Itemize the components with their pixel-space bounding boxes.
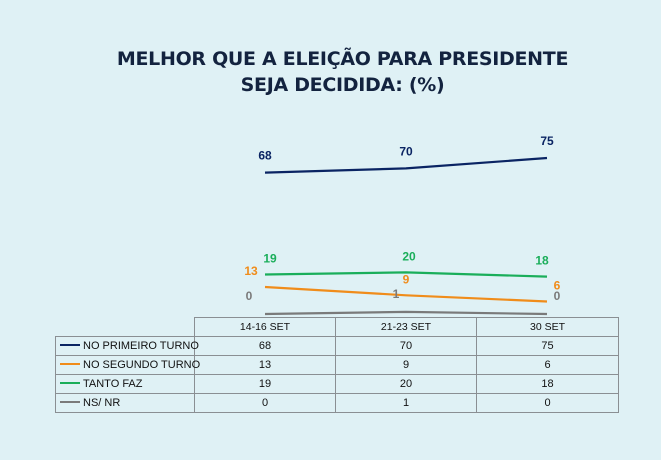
table-header-row: 14-16 SET 21-23 SET 30 SET xyxy=(56,317,619,337)
category-header: 30 SET xyxy=(476,317,619,337)
table-corner xyxy=(56,318,195,337)
legend-key xyxy=(60,401,80,404)
series-line-3 xyxy=(264,271,548,278)
data-label: 0 xyxy=(246,289,253,303)
data-label: 6 xyxy=(554,279,561,293)
series-name-cell: NO SEGUNDO TURNO xyxy=(55,355,200,375)
data-label: 20 xyxy=(402,249,416,263)
table-row: TANTO FAZ 19 20 18 xyxy=(55,374,619,394)
table-cell: 19 xyxy=(194,374,336,394)
data-label: 19 xyxy=(263,251,277,265)
data-label: 70 xyxy=(399,144,413,158)
table-row: NS/ NR 0 1 0 xyxy=(55,393,619,413)
legend-key xyxy=(60,344,80,347)
table-cell: 18 xyxy=(476,374,619,394)
table-cell: 0 xyxy=(476,393,619,413)
series-line-2 xyxy=(264,285,548,303)
series-name: NO SEGUNDO TURNO xyxy=(83,359,201,371)
legend-key xyxy=(60,382,80,385)
series-name-cell: TANTO FAZ xyxy=(55,374,195,394)
table-cell: 68 xyxy=(194,336,336,356)
table-cell: 9 xyxy=(335,355,477,375)
table-row: NO PRIMEIRO TURNO 68 70 75 xyxy=(55,336,619,356)
category-header: 21-23 SET xyxy=(335,317,477,337)
series-line-4 xyxy=(264,310,548,316)
table-cell: 20 xyxy=(335,374,477,394)
series-name-cell: NS/ NR xyxy=(55,393,195,413)
table-cell: 75 xyxy=(476,336,619,356)
chart-title-line-2: SEJA DECIDIDA: (%) xyxy=(240,74,445,96)
table-row: NO SEGUNDO TURNO 13 9 6 xyxy=(55,355,619,375)
series-line-1 xyxy=(264,156,548,174)
series-name: TANTO FAZ xyxy=(83,378,143,390)
data-label: 68 xyxy=(258,149,272,163)
data-label: 75 xyxy=(540,134,554,148)
table-cell: 13 xyxy=(194,355,336,375)
series-name: NO PRIMEIRO TURNO xyxy=(83,340,199,352)
data-label: 1 xyxy=(393,287,400,301)
legend-key xyxy=(60,363,80,366)
table-cell: 0 xyxy=(194,393,336,413)
data-label: 0 xyxy=(554,289,561,303)
data-label: 18 xyxy=(535,254,549,268)
table-cell: 6 xyxy=(476,355,619,375)
chart-title-line-1: MELHOR QUE A ELEIÇÃO PARA PRESIDENTE xyxy=(116,48,569,70)
data-label: 13 xyxy=(244,264,258,278)
chart-title: MELHOR QUE A ELEIÇÃO PARA PRESIDENTE SEJ… xyxy=(0,46,661,98)
series-name: NS/ NR xyxy=(83,397,121,409)
data-label: 9 xyxy=(403,272,410,286)
series-name-cell: NO PRIMEIRO TURNO xyxy=(55,336,199,356)
chart-data-table: 14-16 SET 21-23 SET 30 SET NO PRIMEIRO T… xyxy=(55,317,619,413)
table-cell: 70 xyxy=(335,336,477,356)
category-header: 14-16 SET xyxy=(194,317,336,337)
table-cell: 1 xyxy=(335,393,477,413)
